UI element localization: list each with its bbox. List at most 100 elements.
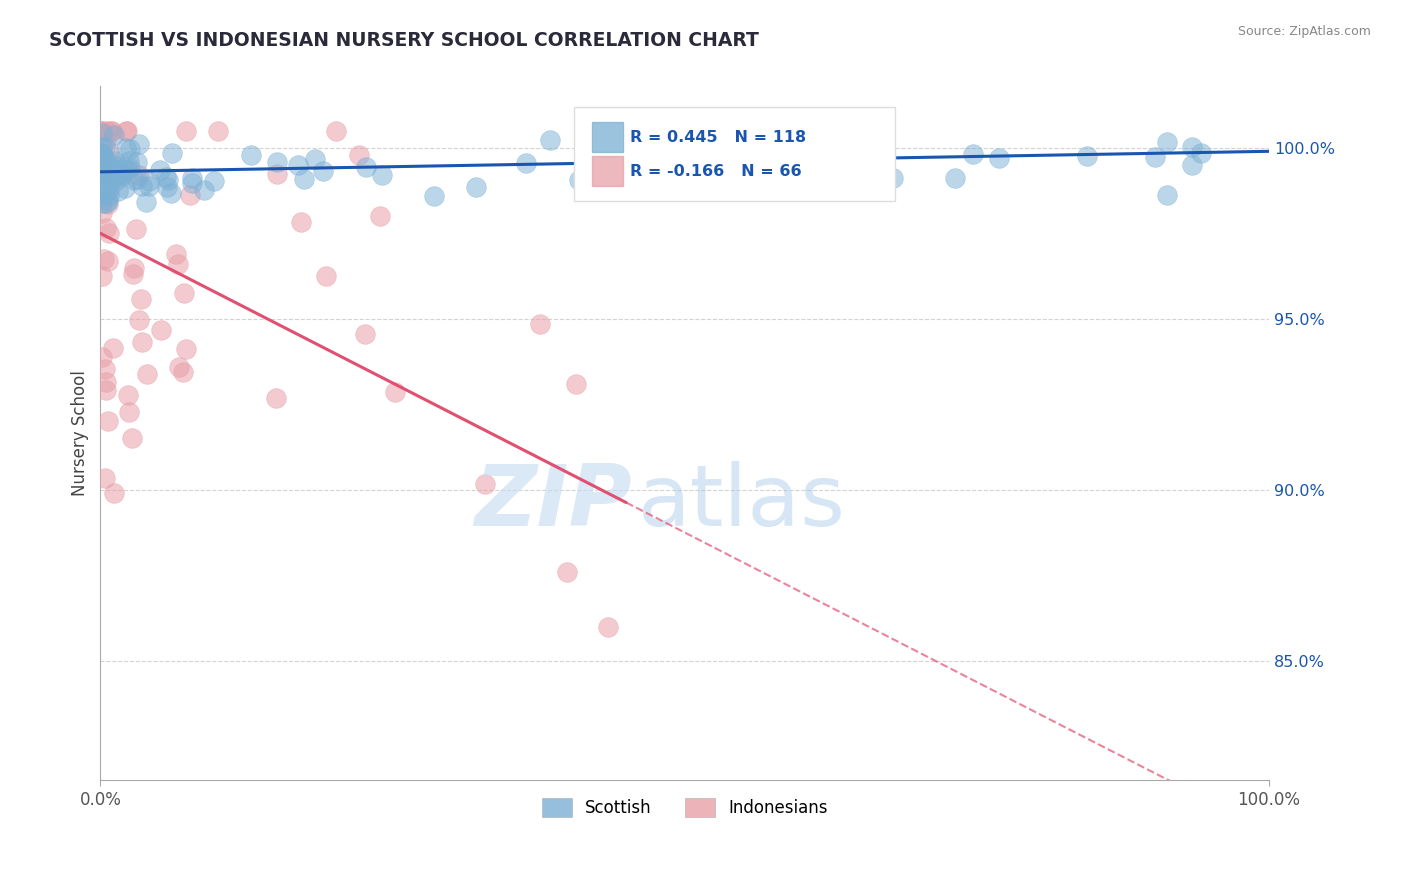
Point — [138, 179, 160, 194]
Point — [138, 174, 160, 188]
Point — [474, 477, 496, 491]
Point — [91, 165, 114, 179]
Point — [91, 168, 114, 182]
Point — [128, 168, 150, 182]
Point — [266, 167, 288, 181]
Point — [131, 292, 153, 306]
Point — [96, 158, 118, 172]
Point — [90, 124, 112, 138]
Point — [540, 132, 562, 146]
Point — [90, 189, 112, 203]
Point — [368, 209, 391, 223]
Point — [93, 252, 115, 266]
Point — [91, 166, 114, 180]
Point — [98, 167, 121, 181]
Text: Source: ZipAtlas.com: Source: ZipAtlas.com — [1237, 25, 1371, 38]
Point — [94, 362, 117, 376]
Point — [118, 161, 141, 176]
Point — [202, 173, 225, 187]
Point — [100, 124, 122, 138]
Point — [114, 124, 136, 138]
Point — [122, 268, 145, 282]
Point — [98, 168, 121, 182]
Point — [90, 147, 112, 161]
Point — [775, 153, 797, 167]
Point — [167, 257, 190, 271]
Point — [118, 405, 141, 419]
Point — [304, 153, 326, 167]
Point — [93, 166, 115, 180]
Point — [384, 384, 406, 399]
Point — [114, 161, 136, 176]
Point — [96, 161, 118, 175]
Point — [193, 183, 215, 197]
Point — [515, 155, 537, 169]
Point — [93, 154, 115, 169]
Point — [94, 132, 117, 146]
Point — [107, 159, 129, 173]
Point — [1156, 136, 1178, 150]
Point — [90, 169, 112, 184]
Point — [97, 197, 120, 211]
Point — [90, 140, 112, 154]
Point — [90, 149, 112, 163]
Point — [90, 196, 112, 211]
Point — [94, 185, 117, 199]
Point — [94, 139, 117, 153]
Y-axis label: Nursery School: Nursery School — [72, 370, 89, 496]
Point — [131, 334, 153, 349]
Point — [90, 178, 112, 192]
Point — [156, 172, 179, 186]
Point — [103, 128, 125, 143]
Point — [90, 186, 112, 201]
Point — [122, 172, 145, 186]
Point — [315, 269, 337, 284]
Point — [96, 375, 118, 389]
Point — [104, 174, 127, 188]
Point — [108, 167, 131, 181]
Point — [118, 142, 141, 156]
Point — [98, 170, 121, 185]
Point — [117, 163, 139, 178]
Point — [97, 161, 120, 175]
Point — [162, 146, 184, 161]
Point — [239, 148, 262, 162]
Point — [180, 176, 202, 190]
Point — [173, 285, 195, 300]
Text: R = -0.166   N = 66: R = -0.166 N = 66 — [630, 163, 801, 178]
Point — [90, 182, 112, 196]
Point — [118, 153, 141, 168]
Point — [90, 161, 112, 175]
Point — [114, 141, 136, 155]
Point — [103, 486, 125, 500]
Point — [90, 166, 112, 180]
Point — [125, 155, 148, 169]
Point — [96, 158, 118, 172]
Point — [121, 431, 143, 445]
Point — [174, 342, 197, 356]
Point — [125, 222, 148, 236]
Point — [831, 139, 853, 153]
Point — [1156, 188, 1178, 202]
Point — [110, 170, 132, 185]
Point — [90, 153, 112, 167]
Point — [128, 136, 150, 151]
Point — [135, 367, 157, 381]
Point — [155, 170, 177, 185]
Point — [90, 153, 112, 167]
Point — [93, 183, 115, 197]
Point — [765, 157, 787, 171]
Point — [128, 313, 150, 327]
Text: atlas: atlas — [638, 461, 846, 544]
Point — [101, 164, 124, 178]
Point — [172, 365, 194, 379]
Point — [1076, 149, 1098, 163]
Point — [1189, 146, 1212, 161]
Point — [1144, 150, 1167, 164]
Point — [101, 156, 124, 170]
Point — [165, 247, 187, 261]
Point — [292, 172, 315, 186]
Point — [90, 161, 112, 175]
Point — [91, 166, 114, 180]
Point — [325, 124, 347, 138]
